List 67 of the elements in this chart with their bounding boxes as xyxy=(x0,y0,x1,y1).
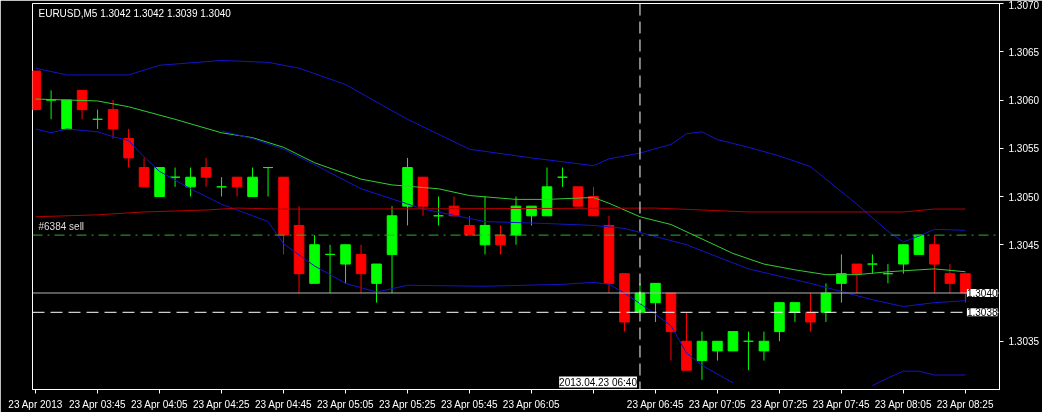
candlestick xyxy=(898,244,909,275)
candlestick xyxy=(712,340,723,362)
x-tick-label: 23 Apr 05:25 xyxy=(378,398,437,410)
x-tick-label: 23 Apr 08:25 xyxy=(936,398,994,410)
ref-line-label: 2013.04.23 06:40 xyxy=(559,376,638,388)
y-tick-label: 1.3055 xyxy=(1008,143,1040,155)
candlestick xyxy=(231,176,243,197)
chart-title: EURUSD,M5 1.3042 1.3042 1.3039 1.3040 xyxy=(38,7,232,19)
candlestick xyxy=(696,331,708,381)
x-tick-label: 23 Apr 04:45 xyxy=(254,398,313,410)
candlestick xyxy=(76,89,88,120)
candlestick xyxy=(433,196,444,226)
x-tick-label: 23 Apr 08:05 xyxy=(874,398,932,410)
x-tick-label: 23 Apr 04:25 xyxy=(192,398,251,410)
line-series xyxy=(35,207,966,218)
x-tick-label: 23 Apr 07:45 xyxy=(812,398,870,410)
candlestick xyxy=(464,215,475,236)
candlestick xyxy=(650,282,661,323)
x-tick-label: 23 Apr 03:45 xyxy=(68,398,127,410)
line-series xyxy=(221,130,966,308)
candlestick xyxy=(45,89,57,120)
candlestick xyxy=(557,167,568,188)
candlestick xyxy=(324,244,336,294)
x-tick-label: 23 Apr 05:05 xyxy=(316,398,375,410)
x-tick-label: 23 Apr 07:05 xyxy=(688,398,746,410)
candlestick xyxy=(185,167,196,197)
line-series xyxy=(35,59,966,243)
candlestick xyxy=(743,331,754,371)
candlestick xyxy=(851,263,863,294)
x-tick-label: 23 Apr 05:45 xyxy=(440,398,499,410)
candlestick xyxy=(882,263,894,284)
candlestick xyxy=(789,302,801,323)
y-tick-label: 1.3045 xyxy=(1008,239,1040,251)
x-tick-label: 23 Apr 04:05 xyxy=(130,398,189,410)
candlestick xyxy=(820,282,832,323)
ref-line-label: 1.3038 xyxy=(966,307,998,319)
candlestick xyxy=(200,157,212,188)
candlestick xyxy=(867,253,878,275)
candlestick xyxy=(944,263,956,294)
candlestick xyxy=(805,292,816,333)
candlestick xyxy=(836,253,847,304)
y-tick-label: 1.3060 xyxy=(1008,95,1040,106)
candlestick xyxy=(216,176,227,197)
candlestick xyxy=(107,99,119,140)
candlestick xyxy=(371,263,382,304)
candlestick xyxy=(169,167,181,188)
x-tick-label: 23 Apr 06:05 xyxy=(502,398,561,410)
candlestick xyxy=(262,167,274,197)
candlestick xyxy=(92,109,103,130)
y-tick-label: 1.3050 xyxy=(1008,191,1040,203)
candlestick xyxy=(929,234,940,294)
candlestick xyxy=(123,128,134,169)
ref-line-label: 1.3040 xyxy=(966,288,998,299)
y-tick-label: 1.3035 xyxy=(1008,336,1040,348)
x-tick-label: 23 Apr 07:25 xyxy=(750,398,808,410)
candlestick xyxy=(758,331,770,362)
x-tick-label: 23 Apr 2013 xyxy=(8,398,63,410)
y-tick-label: 1.3070 xyxy=(1008,0,1040,11)
x-tick-label: 23 Apr 06:45 xyxy=(626,398,684,410)
candlestick xyxy=(247,167,258,197)
candlestick xyxy=(355,244,367,294)
candlestick xyxy=(727,331,739,352)
candlestick xyxy=(588,186,599,217)
candlestick xyxy=(340,244,351,284)
ref-line-label: #6384 sell xyxy=(38,221,85,233)
y-tick-label: 1.3065 xyxy=(1008,46,1040,58)
candlestick xyxy=(138,157,150,188)
